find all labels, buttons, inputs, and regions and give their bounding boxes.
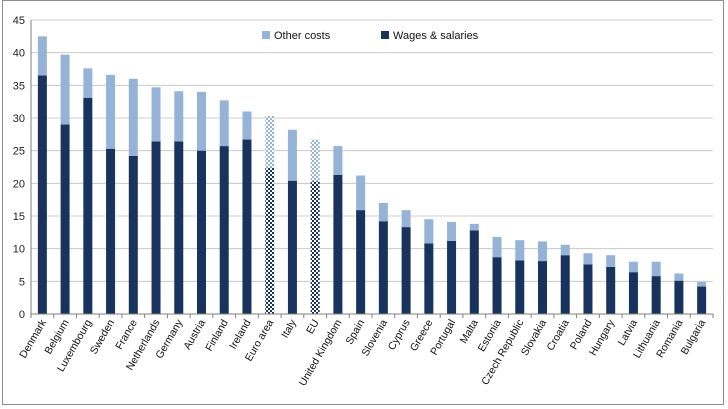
legend-swatch-other-costs (262, 31, 270, 39)
bar-other-finland (219, 100, 229, 147)
bar-wages-lithuania (651, 276, 661, 314)
legend-swatch-wages-salaries (381, 31, 389, 39)
bar-other-croatia (560, 244, 570, 256)
category-label: Finland (203, 317, 231, 353)
bar-other-lithuania (651, 261, 661, 277)
bar-wages-latvia (628, 272, 638, 314)
bar-wages-united-kingdom (333, 174, 343, 314)
legend: Other costs Wages & salaries (262, 30, 479, 42)
bar-other-ireland (242, 111, 252, 140)
y-tick-label: 15 (13, 211, 25, 223)
gridlines (31, 19, 713, 282)
bar-other-austria (197, 91, 206, 151)
bar-other-slovakia (538, 241, 547, 262)
bar-wages-austria (197, 150, 206, 314)
bar-wages-portugal (447, 240, 457, 314)
bar-other-denmark (37, 36, 47, 76)
bar-wages-croatia (560, 255, 570, 314)
bar-other-greece (424, 219, 434, 244)
bar-other-poland (583, 253, 593, 265)
y-tick-label: 25 (13, 146, 25, 158)
bar-other-luxembourg (83, 68, 93, 98)
legend-label-wages-salaries: Wages & salaries (393, 30, 479, 42)
bar-other-sweden (106, 74, 116, 149)
bar-other-italy (287, 129, 297, 181)
bar-other-euro-area (265, 116, 275, 168)
category-label: Croatia (545, 317, 572, 352)
bar-other-france (128, 78, 138, 156)
bar-other-united-kingdom (333, 146, 343, 175)
bar-wages-finland (219, 146, 229, 314)
y-tick-label: 35 (13, 80, 25, 92)
bar-wages-czech-republic (515, 260, 525, 314)
y-tick-label: 20 (13, 178, 25, 190)
bar-other-hungary (606, 255, 616, 267)
category-label: EU (304, 318, 322, 337)
bar-other-estonia (492, 236, 502, 258)
bar-wages-slovenia (378, 221, 388, 314)
bars (37, 36, 707, 315)
bar-other-malta (469, 223, 479, 231)
axes (30, 20, 714, 318)
bar-other-cyprus (401, 210, 411, 228)
bar-wages-euro-area (265, 167, 275, 314)
bar-wages-spain (356, 210, 366, 314)
bar-wages-hungary (606, 266, 616, 314)
category-labels: DenmarkBelgiumLuxembourgSwedenFranceNeth… (17, 317, 708, 388)
bar-other-netherlands (151, 87, 161, 142)
bar-wages-eu (310, 181, 320, 314)
bar-wages-france (128, 155, 138, 314)
bar-other-spain (356, 175, 366, 211)
bar-wages-netherlands (151, 141, 161, 314)
bar-wages-cyprus (401, 227, 411, 314)
category-label: Italy (279, 317, 299, 340)
bar-wages-italy (287, 180, 297, 314)
y-tick-label: 40 (13, 48, 25, 60)
category-label: Denmark (17, 317, 49, 361)
category-label: United Kingdom (297, 317, 345, 388)
bar-wages-malta (469, 230, 479, 314)
bar-other-eu (310, 139, 320, 182)
bar-other-slovenia (378, 202, 388, 222)
bar-other-czech-republic (515, 240, 525, 261)
y-tick-label: 5 (19, 276, 25, 288)
bar-wages-luxembourg (83, 97, 93, 314)
bar-wages-sweden (106, 148, 116, 314)
bar-other-portugal (447, 221, 457, 241)
y-tick-label: 0 (19, 309, 25, 321)
y-tick-label: 45 (13, 15, 25, 27)
bar-other-romania (674, 273, 684, 281)
bar-wages-slovakia (538, 261, 547, 314)
legend-label-other-costs: Other costs (274, 30, 331, 42)
bar-other-germany (174, 91, 184, 142)
bar-other-belgium (60, 54, 70, 125)
bar-wages-denmark (37, 75, 47, 315)
y-axis-ticks: 0 5 10 15 20 25 30 35 40 45 (13, 15, 25, 321)
y-tick-label: 30 (13, 113, 25, 125)
y-tick-label: 10 (13, 244, 25, 256)
bar-wages-romania (674, 280, 684, 314)
bar-wages-greece (424, 243, 434, 314)
bar-wages-poland (583, 264, 593, 314)
bar-other-latvia (628, 261, 638, 273)
bar-wages-bulgaria (697, 286, 707, 314)
bar-other-bulgaria (697, 281, 707, 287)
bar-wages-germany (174, 141, 184, 314)
category-label: Malta (458, 317, 481, 345)
bar-wages-estonia (492, 257, 502, 314)
bar-wages-ireland (242, 139, 252, 314)
bar-wages-belgium (60, 124, 70, 315)
category-label: Spain (343, 317, 367, 346)
